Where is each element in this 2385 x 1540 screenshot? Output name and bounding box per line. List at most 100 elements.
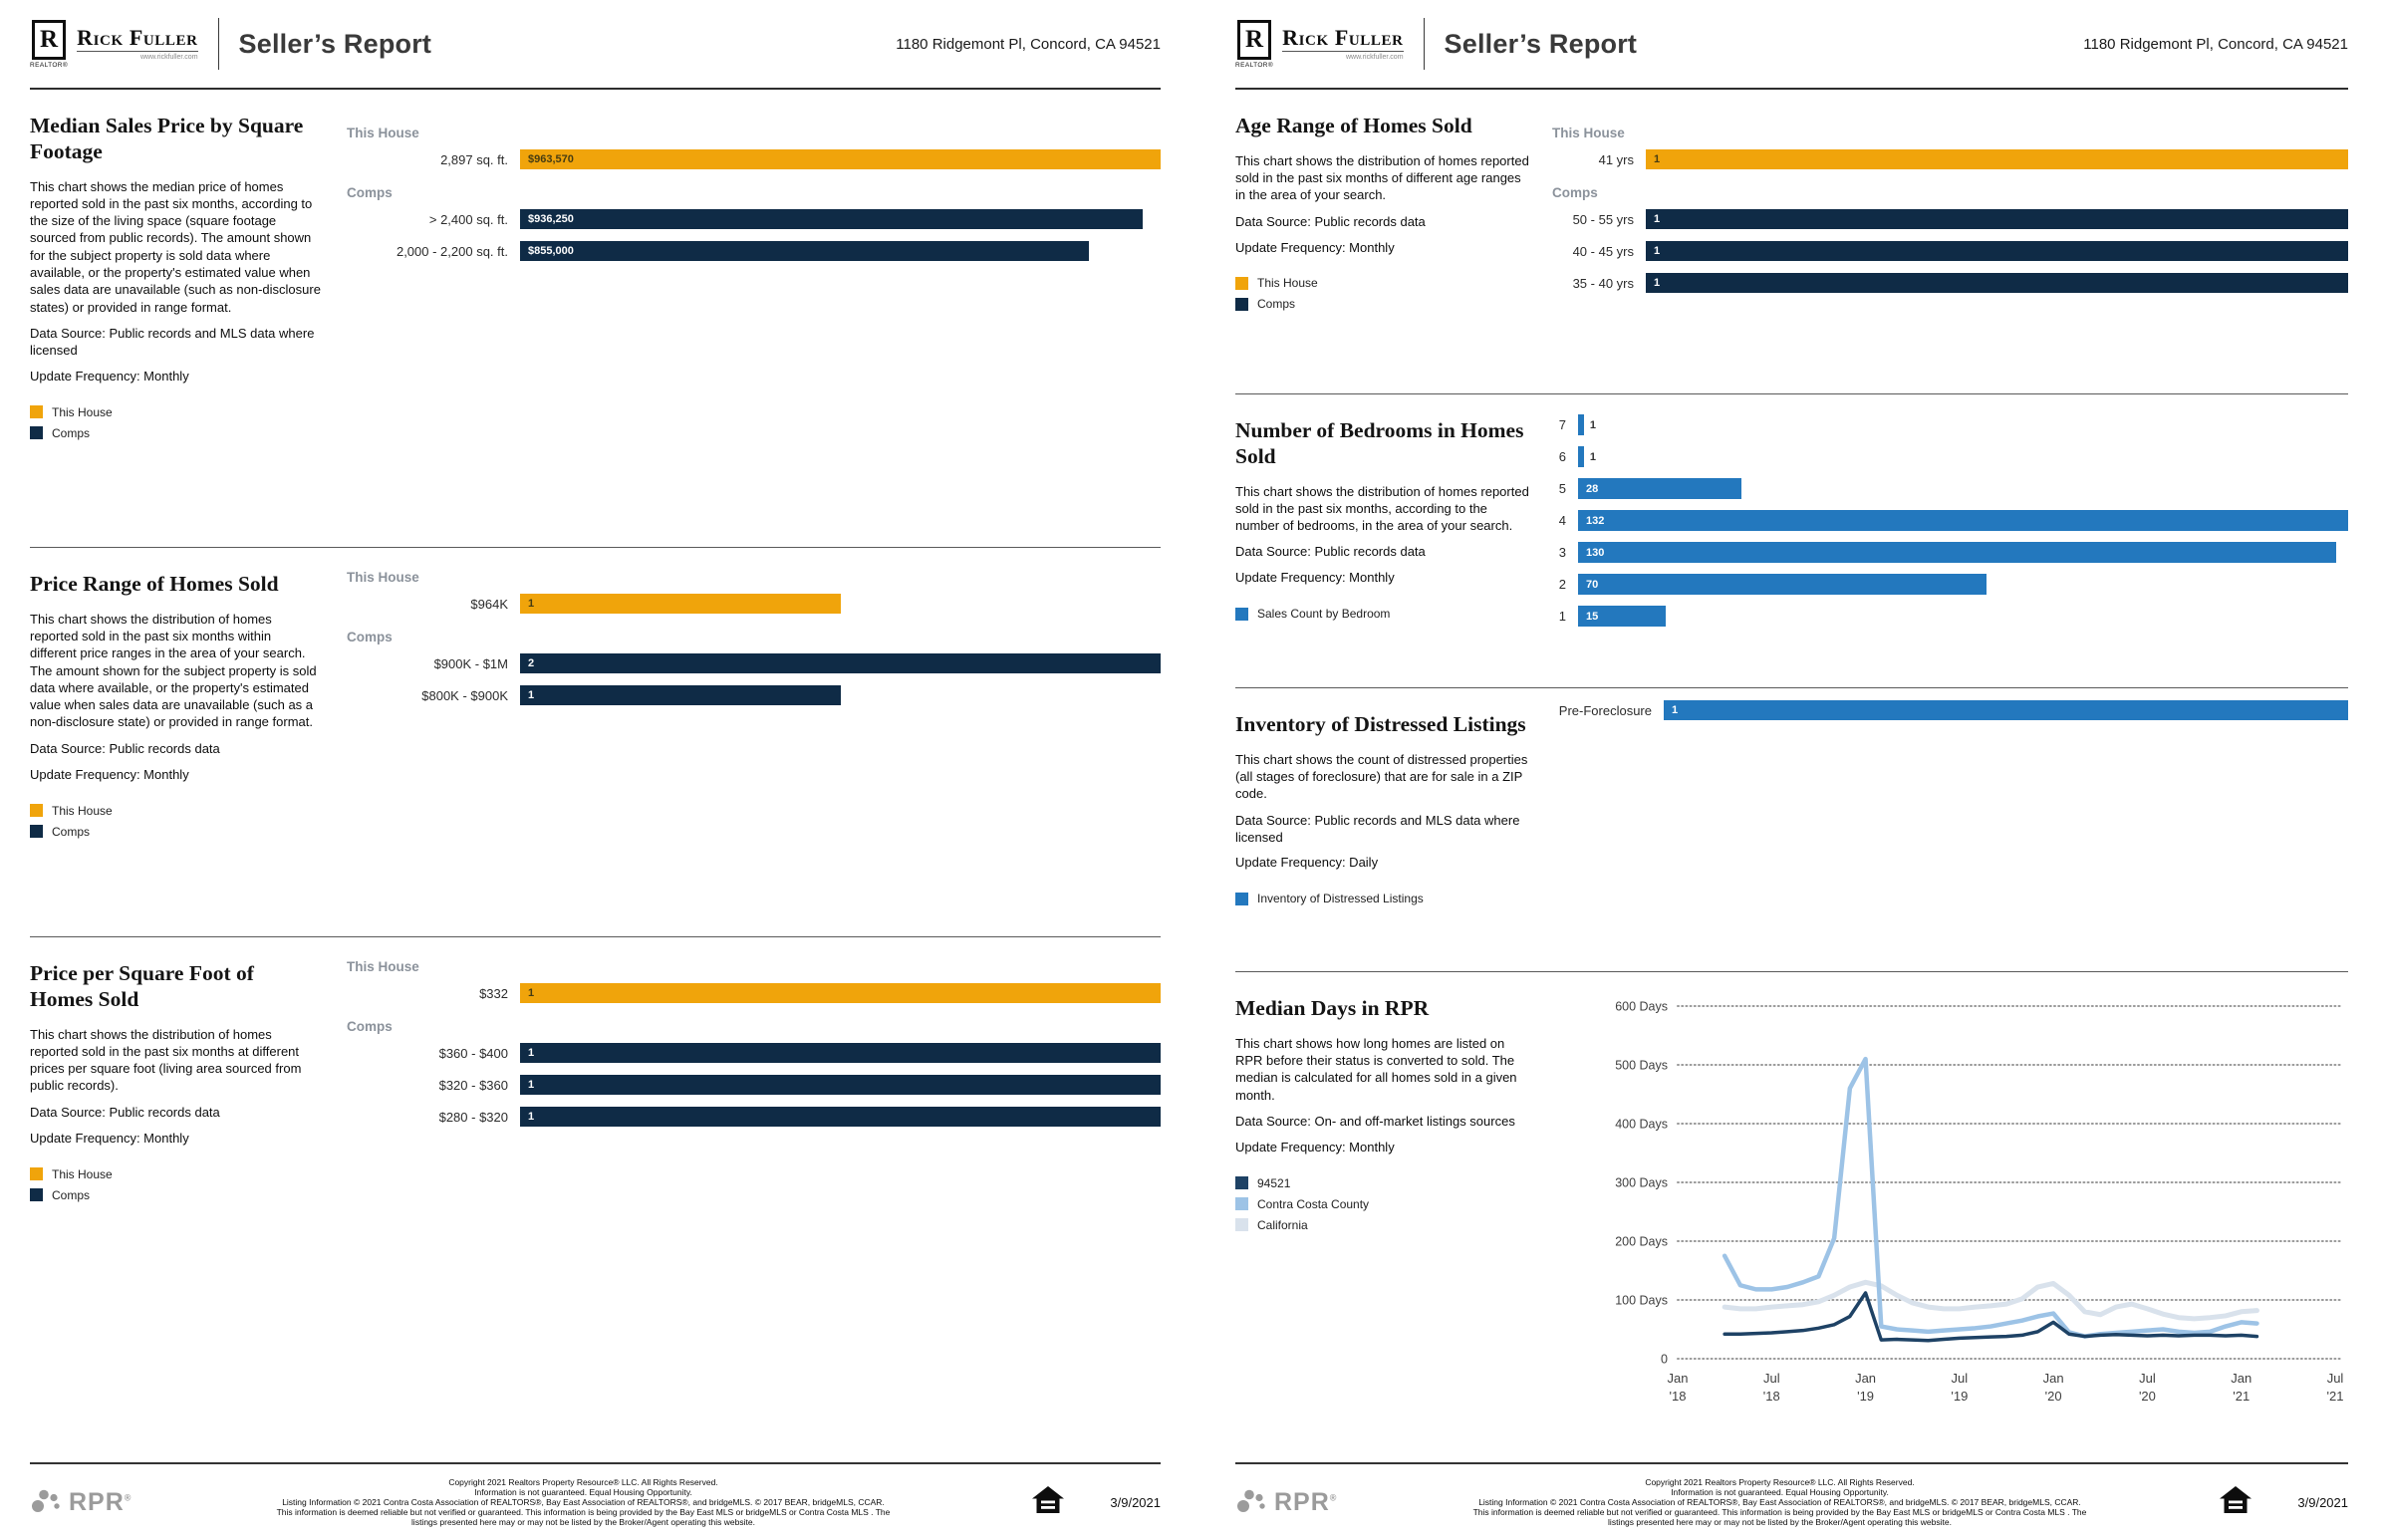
bar: 1 xyxy=(1646,241,2348,261)
legend-label: 94521 xyxy=(1257,1175,1291,1190)
bar-track: 1 xyxy=(1646,209,2348,229)
bar-value: 1 xyxy=(1654,245,1661,257)
bar-label: $800K - $900K xyxy=(421,687,508,703)
legend-swatch xyxy=(30,804,43,818)
bar-group: This House $964K 1 xyxy=(347,570,1161,614)
legend-item: Sales Count by Bedroom xyxy=(1235,607,1534,621)
line-series-94521 xyxy=(1722,1291,2259,1343)
legend-swatch xyxy=(1235,1197,1248,1211)
rick-fuller-logo: R REALTOR® Rick Fuller www.rickfuller.co… xyxy=(30,19,198,69)
bar-track: $936,250 xyxy=(520,209,1161,229)
copyright-line: Listing Information © 2021 Contra Costa … xyxy=(1478,1496,2081,1507)
report-date: 3/9/2021 xyxy=(2297,1494,2348,1510)
chart-legend: This House Comps xyxy=(30,804,321,839)
legend-label: This House xyxy=(52,1166,113,1181)
brand-name: Rick Fuller xyxy=(1282,24,1404,52)
brand-name: Rick Fuller xyxy=(77,24,198,52)
legend-swatch xyxy=(1235,297,1248,311)
y-axis-tick: 400 Days xyxy=(1615,1118,1668,1132)
chart-legend: This House Comps xyxy=(30,1167,321,1202)
chart-distressed: Pre-Foreclosure 1 xyxy=(1534,688,2348,971)
section-median-sales-price: Median Sales Price by Square Footage Thi… xyxy=(30,90,1161,547)
x-axis-tick: '18 xyxy=(1763,1389,1780,1404)
bar-row: 3 130 xyxy=(1552,542,2348,563)
data-source: Data Source: Public records data xyxy=(1235,213,1426,229)
legend-item: This House xyxy=(30,405,321,419)
rick-fuller-r-icon: R xyxy=(1237,19,1272,60)
bar-value: 1 xyxy=(528,1047,535,1059)
rick-fuller-logo: R REALTOR® Rick Fuller www.rickfuller.co… xyxy=(1235,19,1404,69)
bar-label: 35 - 40 yrs xyxy=(1572,275,1634,291)
data-source: Data Source: Public records and MLS data… xyxy=(1235,812,1520,845)
equal-housing-icon xyxy=(2219,1485,2252,1520)
bar xyxy=(1578,414,1584,435)
section-title: Number of Bedrooms in Homes Sold xyxy=(1235,418,1524,468)
bar: 28 xyxy=(1578,478,1741,499)
section-price-per-sqft: Price per Square Foot of Homes Sold This… xyxy=(30,936,1161,1462)
x-axis-tick: '20 xyxy=(2045,1389,2062,1404)
bar-track: 132 xyxy=(1578,510,2348,531)
section-title: Median Days in RPR xyxy=(1235,996,1430,1020)
property-address: 1180 Ridgemont Pl, Concord, CA 94521 xyxy=(2083,35,2348,53)
legend-label: Inventory of Distressed Listings xyxy=(1257,892,1424,906)
bar-label: 2,897 sq. ft. xyxy=(440,151,508,167)
y-axis-tick: 0 xyxy=(1661,1353,1668,1367)
y-axis-tick: 200 Days xyxy=(1615,1235,1668,1249)
legend-label: This House xyxy=(1257,276,1318,291)
line-series-contra-costa-county xyxy=(1722,1056,2259,1339)
rick-fuller-logo-mark: R REALTOR® xyxy=(1235,19,1274,69)
section-description: This chart shows the distribution of hom… xyxy=(30,1026,302,1094)
section-description: This chart shows the distribution of hom… xyxy=(1235,483,1529,534)
bar-row: $320 - $360 1 xyxy=(347,1075,1161,1095)
bar-row: 1 15 xyxy=(1552,606,2348,627)
section-info: Price per Square Foot of Homes Sold This… xyxy=(30,937,321,1462)
bar: 1 xyxy=(520,1043,1161,1063)
bar-label: $900K - $1M xyxy=(433,655,508,671)
legend-swatch xyxy=(1235,1218,1248,1232)
realtor-label: REALTOR® xyxy=(1235,61,1274,69)
bar-label: 41 yrs xyxy=(1598,151,1634,167)
page-footer: RPR® Copyright 2021 Realtors Property Re… xyxy=(1235,1462,2348,1540)
footer-copyright: Copyright 2021 Realtors Property Resourc… xyxy=(159,1477,1007,1528)
bar-label: > 2,400 sq. ft. xyxy=(428,211,508,227)
chart-bedrooms: 7 1 6 1 5 28 4 132 3 130 2 70 1 15 xyxy=(1534,394,2348,687)
x-axis-tick: '21 xyxy=(2327,1389,2344,1404)
bar-row: $800K - $900K 1 xyxy=(347,685,1161,705)
x-axis-tick: '20 xyxy=(2139,1389,2156,1404)
chart-median-days: 600 Days 500 Days 400 Days 300 Days 200 Days… xyxy=(1534,972,2348,1462)
y-axis-tick: 300 Days xyxy=(1615,1176,1668,1190)
bar-value: $963,570 xyxy=(528,153,574,165)
bar-group: Comps $360 - $400 1 $320 - $360 1 $280 - $320… xyxy=(347,1019,1161,1127)
bar-track: 70 xyxy=(1578,574,2348,595)
bar-value: 1 xyxy=(528,1111,535,1123)
bar-row: 41 yrs 1 xyxy=(1552,149,2348,169)
rpr-registered-mark: ® xyxy=(124,1492,132,1503)
bar-track: 1 xyxy=(1664,700,2348,720)
bar-value: $936,250 xyxy=(528,213,574,225)
legend-item: 94521 xyxy=(1235,1176,1534,1190)
legend-label: This House xyxy=(52,404,113,419)
bar-row: $280 - $320 1 xyxy=(347,1107,1161,1127)
bar-label: 3 xyxy=(1558,545,1566,560)
legend-label: Comps xyxy=(52,1187,91,1202)
bar-value: 28 xyxy=(1586,482,1599,495)
legend-swatch xyxy=(30,1167,43,1180)
bar-row: $964K 1 xyxy=(347,594,1161,614)
x-axis-tick: Jan xyxy=(1668,1371,1689,1386)
bar-track: 1 xyxy=(1578,446,2348,467)
x-axis-tick: '19 xyxy=(1857,1389,1874,1404)
page-footer: RPR® Copyright 2021 Realtors Property Re… xyxy=(30,1462,1161,1540)
rick-fuller-logo-mark: R REALTOR® xyxy=(30,19,68,69)
bar xyxy=(1578,446,1584,467)
legend-swatch xyxy=(30,1188,43,1201)
report-page-2: R REALTOR® Rick Fuller www.rickfuller.co… xyxy=(1192,0,2385,1540)
bar-row: $332 1 xyxy=(347,983,1161,1003)
bar-track: 1 xyxy=(520,685,1161,705)
brand-tagline: www.rickfuller.com xyxy=(1345,53,1404,61)
update-frequency: Update Frequency: Monthly xyxy=(30,1130,189,1146)
section-description: This chart shows the median price of hom… xyxy=(30,178,321,315)
report-date: 3/9/2021 xyxy=(1110,1494,1161,1510)
bar-row: > 2,400 sq. ft. $936,250 xyxy=(347,209,1161,229)
legend-label: California xyxy=(1257,1217,1308,1232)
bar-label: 2 xyxy=(1558,577,1566,592)
